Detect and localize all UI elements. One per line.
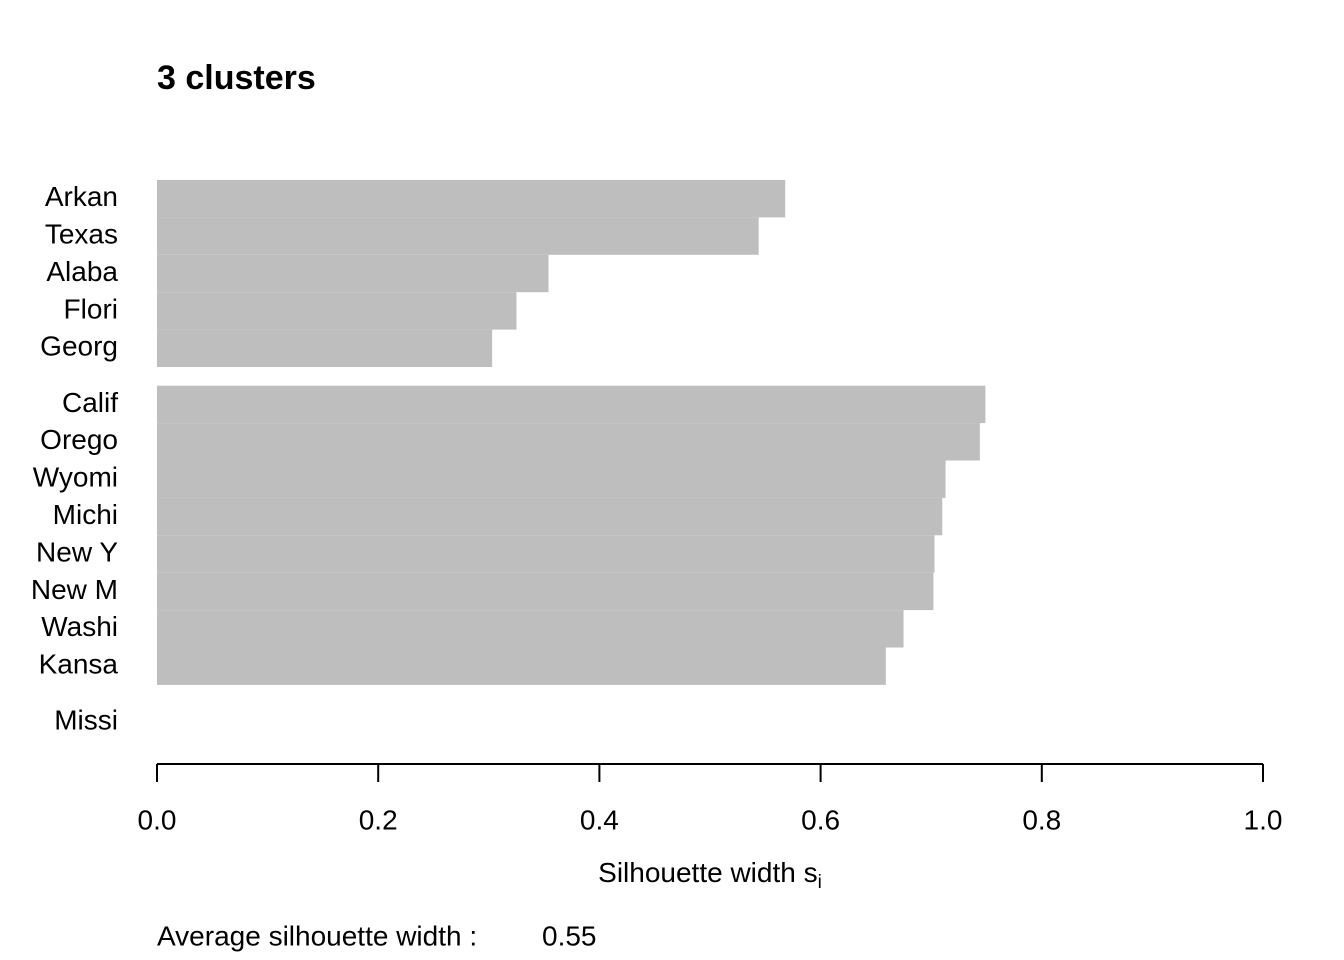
chart-title: 3 clusters	[157, 59, 316, 97]
bar	[157, 610, 904, 648]
bar	[157, 385, 986, 424]
y-tick-label: Kansa	[39, 649, 119, 680]
y-tick-label: Alaba	[46, 256, 118, 287]
bar	[157, 329, 493, 367]
x-tick-label: 0.6	[801, 804, 840, 835]
y-tick-label: Michi	[53, 499, 118, 530]
y-tick-label: Calif	[62, 387, 118, 418]
x-axis-title-subscript: i	[818, 872, 822, 893]
y-tick-label: Flori	[64, 293, 118, 324]
bar	[157, 292, 517, 330]
x-tick-label: 0.4	[580, 804, 619, 835]
x-tick-label: 0.2	[359, 804, 398, 835]
x-tick-label: 1.0	[1244, 804, 1283, 835]
average-label: Average silhouette width :	[157, 920, 477, 951]
x-axis-title-text: Silhouette width s	[598, 857, 817, 888]
y-tick-label: Texas	[45, 218, 118, 249]
y-tick-label: Washi	[41, 611, 118, 642]
y-tick-label: Wyomi	[33, 462, 118, 493]
x-tick-label: 0.0	[138, 804, 177, 835]
y-tick-label: Arkan	[45, 181, 118, 212]
bar	[157, 572, 934, 611]
bar	[157, 254, 549, 293]
y-tick-label: Missi	[54, 705, 118, 736]
average-value: 0.55	[542, 920, 597, 951]
bar	[157, 460, 946, 498]
x-tick-label: 0.8	[1022, 804, 1061, 835]
bar	[157, 647, 886, 685]
y-tick-label: New M	[31, 574, 118, 605]
bar	[157, 423, 980, 461]
bar	[157, 217, 759, 255]
x-axis-title: Silhouette width si	[598, 857, 822, 893]
bar	[157, 180, 786, 218]
y-tick-label: Georg	[40, 331, 118, 362]
y-tick-label: New Y	[36, 536, 118, 567]
bar	[157, 535, 935, 573]
bar	[157, 497, 943, 536]
y-tick-label: Orego	[40, 424, 118, 455]
